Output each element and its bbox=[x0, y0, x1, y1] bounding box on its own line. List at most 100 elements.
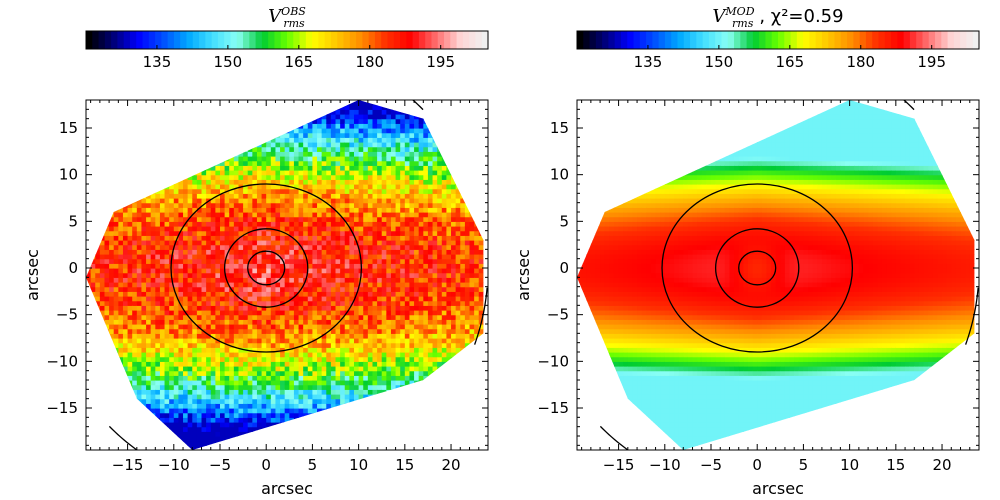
heatmap-cell bbox=[183, 398, 189, 404]
heatmap-cell bbox=[377, 254, 383, 260]
heatmap-cell bbox=[275, 417, 281, 423]
heatmap-cell bbox=[270, 296, 277, 302]
heatmap-cell bbox=[136, 170, 143, 176]
heatmap-cell bbox=[321, 338, 327, 344]
heatmap-cell bbox=[247, 268, 253, 274]
heatmap-cell bbox=[266, 165, 272, 171]
heatmap-cell bbox=[344, 156, 350, 162]
heatmap-cell bbox=[367, 174, 374, 180]
heatmap-cell bbox=[127, 384, 133, 390]
heatmap-cell bbox=[238, 314, 244, 320]
heatmap-cell bbox=[220, 235, 226, 241]
heatmap-cell bbox=[317, 338, 323, 344]
heatmap-cell bbox=[252, 380, 258, 386]
heatmap-cell bbox=[238, 109, 244, 115]
heatmap-cell bbox=[270, 394, 277, 400]
heatmap-cell bbox=[298, 128, 304, 134]
heatmap-cell bbox=[164, 100, 170, 106]
heatmap-cell bbox=[118, 347, 124, 353]
heatmap-cell bbox=[326, 137, 332, 143]
heatmap-cell bbox=[247, 366, 253, 372]
heatmap-cell bbox=[220, 254, 226, 260]
heatmap-cell bbox=[229, 179, 235, 185]
heatmap-cell bbox=[86, 436, 92, 442]
heatmap-cell bbox=[372, 137, 378, 143]
heatmap-cell bbox=[252, 417, 258, 423]
heatmap-cell bbox=[340, 436, 346, 442]
heatmap-cell bbox=[215, 403, 221, 409]
heatmap-cell bbox=[118, 244, 124, 250]
heatmap-cell bbox=[349, 235, 355, 241]
heatmap-cell bbox=[252, 314, 258, 320]
heatmap-cell bbox=[136, 440, 143, 446]
heatmap-cell bbox=[90, 184, 96, 190]
heatmap-cell bbox=[178, 207, 184, 213]
heatmap-cell bbox=[326, 389, 332, 395]
heatmap-cell bbox=[141, 146, 147, 152]
heatmap-cell bbox=[247, 263, 253, 269]
heatmap-cell bbox=[293, 412, 300, 418]
heatmap-cell bbox=[349, 422, 355, 428]
heatmap-cell bbox=[233, 333, 240, 339]
heatmap-cell bbox=[280, 188, 286, 194]
heatmap-cell bbox=[95, 436, 101, 442]
heatmap-cell bbox=[261, 137, 267, 143]
heatmap-cell bbox=[183, 277, 189, 283]
heatmap-cell bbox=[113, 165, 119, 171]
heatmap-cell bbox=[349, 389, 355, 395]
heatmap-cell bbox=[349, 128, 355, 134]
heatmap-cell bbox=[377, 319, 383, 325]
heatmap-cell bbox=[150, 380, 156, 386]
heatmap-cell bbox=[381, 375, 387, 381]
heatmap-cell bbox=[215, 380, 221, 386]
heatmap-cell bbox=[349, 151, 355, 157]
heatmap-cell bbox=[270, 403, 277, 409]
heatmap-cell bbox=[173, 356, 180, 362]
heatmap-cell bbox=[146, 286, 152, 292]
heatmap-cell bbox=[386, 272, 392, 278]
heatmap-cell bbox=[289, 123, 295, 129]
heatmap-cell bbox=[141, 342, 147, 348]
heatmap-cell bbox=[256, 207, 263, 213]
heatmap-cell bbox=[335, 216, 341, 222]
heatmap-cell bbox=[377, 263, 383, 269]
heatmap-cell bbox=[178, 431, 184, 437]
heatmap-cell bbox=[275, 436, 281, 442]
heatmap-cell bbox=[307, 389, 314, 395]
heatmap-cell bbox=[363, 160, 369, 166]
heatmap-cell bbox=[196, 193, 203, 199]
heatmap-cell bbox=[284, 370, 290, 376]
heatmap-cell bbox=[109, 226, 115, 232]
heatmap-cell bbox=[367, 422, 374, 428]
heatmap-cell bbox=[238, 398, 244, 404]
heatmap-cell bbox=[340, 240, 346, 246]
heatmap-cell bbox=[354, 202, 360, 208]
heatmap-cell bbox=[206, 370, 212, 376]
heatmap-cell bbox=[354, 417, 360, 423]
heatmap-cell bbox=[164, 174, 170, 180]
colorbar-segment bbox=[230, 31, 238, 49]
heatmap-cell bbox=[150, 216, 156, 222]
heatmap-cell bbox=[196, 384, 203, 390]
heatmap-cell bbox=[155, 389, 161, 395]
heatmap-cell bbox=[127, 118, 133, 124]
heatmap-cell bbox=[187, 412, 193, 418]
heatmap-cell bbox=[86, 389, 92, 395]
heatmap-cell bbox=[178, 114, 184, 120]
heatmap-cell bbox=[150, 132, 156, 138]
heatmap-cell bbox=[196, 202, 203, 208]
heatmap-cell bbox=[303, 240, 309, 246]
heatmap-cell bbox=[381, 160, 387, 166]
heatmap-cell bbox=[321, 193, 327, 199]
heatmap-cell bbox=[201, 422, 207, 428]
heatmap-cell bbox=[136, 240, 143, 246]
heatmap-cell bbox=[164, 240, 170, 246]
heatmap-cell bbox=[196, 282, 203, 288]
heatmap-cell bbox=[122, 137, 129, 143]
heatmap-cell bbox=[224, 104, 230, 110]
heatmap-cell bbox=[109, 114, 115, 120]
heatmap-cell bbox=[270, 240, 277, 246]
heatmap-cell bbox=[132, 188, 138, 194]
heatmap-cell bbox=[303, 128, 309, 134]
heatmap-cell bbox=[381, 188, 387, 194]
